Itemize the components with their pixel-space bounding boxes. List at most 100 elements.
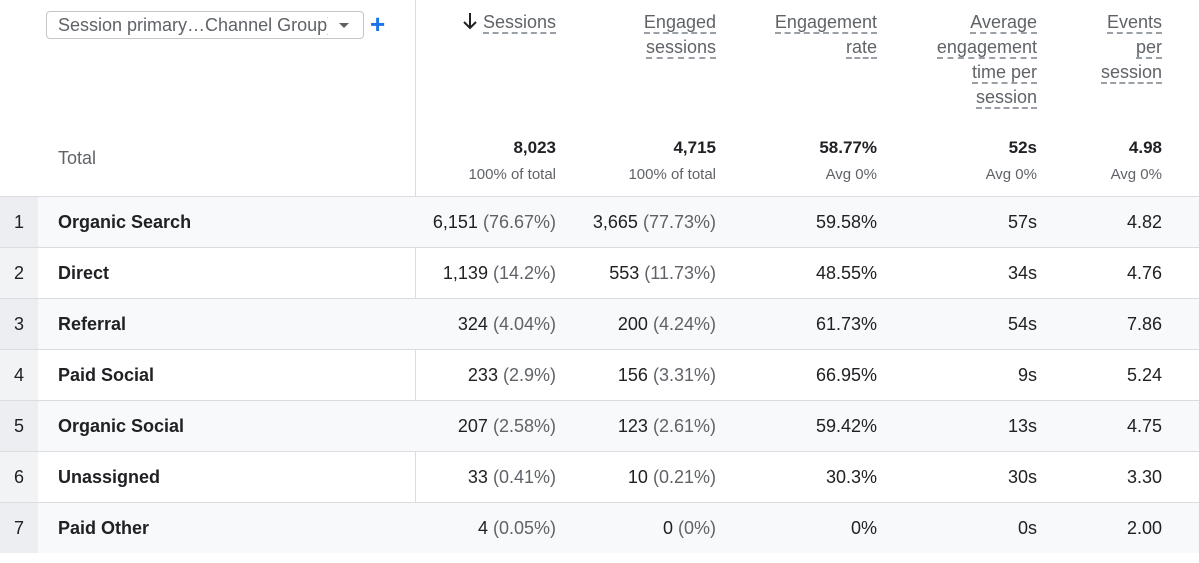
channel-name: Referral (58, 314, 127, 334)
sessions-value: 6,151 (432, 212, 478, 232)
sessions-percent: (4.04%) (492, 314, 556, 334)
engagement-rate-cell: 66.95% (815, 365, 877, 385)
engaged-value: 3,665 (592, 212, 638, 232)
total-avgtime-value: 52s (1008, 138, 1037, 157)
column-header-sessions-line: Sessions (482, 12, 556, 34)
sessions-cell: 207 (2.58%) (458, 401, 556, 451)
average-engagement-time-cell: 54s (1007, 314, 1037, 334)
row-number: 1 (0, 197, 38, 247)
engaged-value: 123 (617, 416, 648, 436)
average-engagement-time-cell: 13s (1007, 416, 1037, 436)
engaged-percent: (0.21%) (652, 467, 716, 487)
sessions-cell: 233 (2.9%) (468, 350, 556, 400)
sessions-percent: (76.67%) (482, 212, 556, 232)
sessions-value: 33 (467, 467, 488, 487)
row-number: 5 (0, 401, 38, 451)
sessions-percent: (14.2%) (492, 263, 556, 283)
row-number: 6 (0, 452, 38, 502)
table-row[interactable]: 7 Paid Other 4 (0.05%) 0 (0%) 0% 0s 2.00 (0, 503, 1199, 553)
engaged-percent: (3.31%) (652, 365, 716, 385)
dropdown-arrow-icon (339, 23, 349, 28)
engaged-sessions-cell: 0 (0%) (663, 503, 716, 553)
channel-name: Paid Social (58, 365, 155, 385)
column-header-events-per-session[interactable]: Events per session (1052, 10, 1162, 85)
channel-name: Organic Search (58, 212, 192, 232)
column-header-average-engagement-time[interactable]: Average engagement time per session (897, 10, 1037, 110)
table-row[interactable]: 5 Organic Social 207 (2.58%) 123 (2.61%)… (0, 401, 1199, 452)
engaged-sessions-cell: 553 (11.73%) (609, 248, 716, 298)
events-per-session-cell: 7.86 (1126, 314, 1162, 334)
engagement-rate-cell: 59.42% (815, 416, 877, 436)
engaged-percent: (11.73%) (644, 263, 716, 283)
total-rate-sub: Avg 0% (825, 166, 877, 183)
column-header-events-line: Events (1106, 12, 1162, 34)
column-header-rate-line: rate (845, 37, 877, 59)
engaged-percent: (0%) (677, 518, 716, 538)
dimension-select-label: Session primary…Channel Group) (58, 15, 328, 35)
engaged-percent: (4.24%) (652, 314, 716, 334)
total-label: Total (58, 148, 97, 168)
total-events-value: 4.98 (1128, 138, 1162, 157)
events-per-session-cell: 4.76 (1126, 263, 1162, 283)
average-engagement-time-cell: 9s (1017, 365, 1037, 385)
table-row[interactable]: 6 Unassigned 33 (0.41%) 10 (0.21%) 30.3%… (0, 452, 1199, 503)
sessions-cell: 33 (0.41%) (468, 452, 556, 502)
column-divider (415, 0, 416, 552)
engaged-sessions-cell: 200 (4.24%) (618, 299, 716, 349)
sessions-percent: (2.58%) (492, 416, 556, 436)
sessions-value: 233 (467, 365, 498, 385)
column-header-sessions[interactable]: Sessions (416, 10, 556, 35)
sessions-cell: 4 (0.05%) (478, 503, 556, 553)
column-header-rate-line: Engagement (774, 12, 877, 34)
engagement-rate-cell: 30.3% (825, 467, 877, 487)
events-per-session-cell: 4.82 (1126, 212, 1162, 232)
column-header-events-line: per (1135, 37, 1162, 59)
column-header-avgtime-line: engagement (936, 37, 1037, 59)
table-header: Session primary…Channel Group) + Session… (0, 0, 1199, 197)
channel-name: Organic Social (58, 416, 185, 436)
engagement-rate-cell: 59.58% (815, 212, 877, 232)
table-row[interactable]: 3 Referral 324 (4.04%) 200 (4.24%) 61.73… (0, 299, 1199, 350)
average-engagement-time-cell: 57s (1007, 212, 1037, 232)
add-dimension-plus-icon[interactable]: + (370, 9, 386, 39)
sessions-cell: 6,151 (76.67%) (433, 197, 556, 247)
table-row[interactable]: 4 Paid Social 233 (2.9%) 156 (3.31%) 66.… (0, 350, 1199, 401)
average-engagement-time-cell: 30s (1007, 467, 1037, 487)
sessions-value: 4 (477, 518, 488, 538)
events-per-session-cell: 3.30 (1126, 467, 1162, 487)
column-header-events-line: session (1100, 62, 1162, 84)
engaged-value: 0 (662, 518, 673, 538)
average-engagement-time-cell: 34s (1007, 263, 1037, 283)
table-row[interactable]: 2 Direct 1,139 (14.2%) 553 (11.73%) 48.5… (0, 248, 1199, 299)
total-events-sub: Avg 0% (1110, 166, 1162, 183)
sessions-value: 324 (457, 314, 488, 334)
channel-name: Direct (58, 263, 110, 283)
dimension-select[interactable]: Session primary…Channel Group) (46, 11, 364, 39)
events-per-session-cell: 2.00 (1126, 518, 1162, 538)
table-row[interactable]: 1 Organic Search 6,151 (76.67%) 3,665 (7… (0, 197, 1199, 248)
sessions-cell: 324 (4.04%) (458, 299, 556, 349)
engaged-value: 156 (617, 365, 648, 385)
total-engaged-value: 4,715 (673, 138, 716, 157)
engaged-sessions-cell: 10 (0.21%) (628, 452, 716, 502)
engagement-rate-cell: 61.73% (815, 314, 877, 334)
sessions-percent: (0.41%) (492, 467, 556, 487)
row-number: 2 (0, 248, 38, 298)
column-header-engaged-sessions[interactable]: Engaged sessions (576, 10, 716, 60)
row-number: 7 (0, 503, 38, 553)
column-header-engagement-rate[interactable]: Engagement rate (737, 10, 877, 60)
channel-name: Paid Other (58, 518, 150, 538)
sessions-value: 207 (457, 416, 488, 436)
sessions-percent: (2.9%) (502, 365, 556, 385)
total-engaged-sub: 100% of total (628, 166, 716, 183)
engaged-sessions-cell: 123 (2.61%) (618, 401, 716, 451)
total-sessions-sub: 100% of total (468, 166, 556, 183)
events-per-session-cell: 4.75 (1126, 416, 1162, 436)
engagement-rate-cell: 0% (850, 518, 877, 538)
row-number: 3 (0, 299, 38, 349)
column-header-engaged-line: Engaged (643, 12, 716, 34)
events-per-session-cell: 5.24 (1126, 365, 1162, 385)
column-header-avgtime-line: Average (970, 12, 1037, 34)
column-header-avgtime-line: time per (971, 62, 1037, 84)
